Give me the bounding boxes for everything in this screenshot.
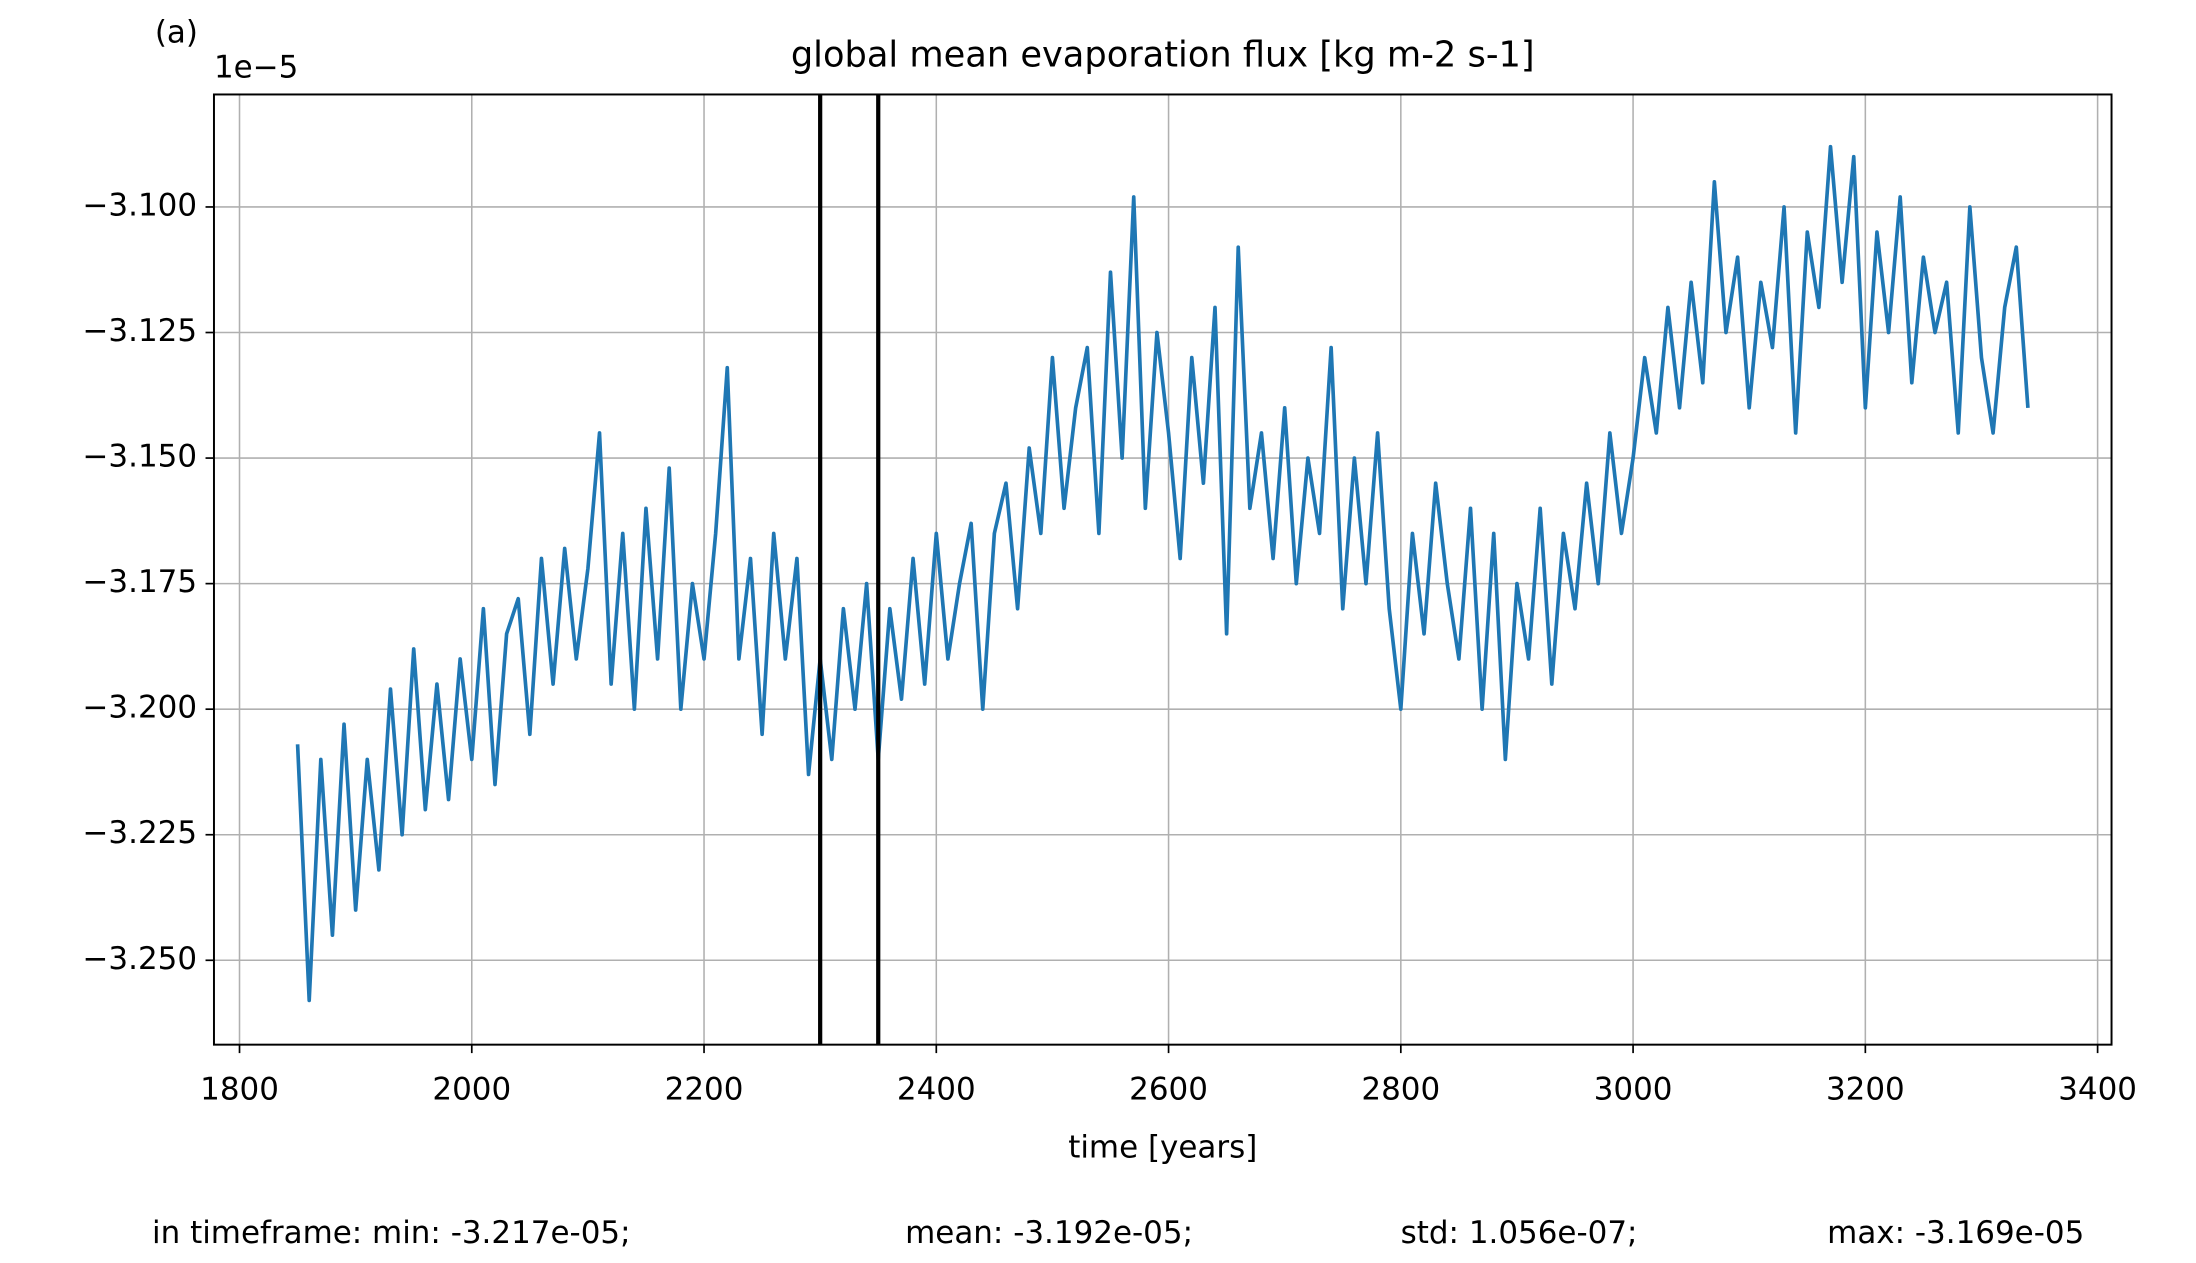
y-offset-label: 1e−5 [214, 50, 298, 86]
x-tick-label: 3200 [1826, 1072, 1905, 1108]
x-tick-label: 1800 [200, 1072, 279, 1108]
x-tick-label: 3400 [2058, 1072, 2137, 1108]
y-tick-label: −3.200 [83, 690, 198, 726]
stats-text: std: 1.056e-07; [1401, 1215, 1638, 1251]
x-tick-label: 2400 [897, 1072, 976, 1108]
x-tick-label: 2200 [665, 1072, 744, 1108]
panel-label: (a) [155, 14, 198, 50]
x-axis-label: time [years] [1068, 1129, 1257, 1165]
y-tick-label: −3.250 [83, 941, 198, 977]
y-tick-label: −3.150 [83, 439, 198, 475]
x-tick-label: 2800 [1361, 1072, 1440, 1108]
data-line [295, 144, 2030, 1003]
y-tick-label: −3.225 [83, 815, 198, 851]
y-tick-label: −3.125 [83, 313, 198, 349]
chart-title: global mean evaporation flux [kg m-2 s-1… [791, 34, 1535, 75]
stats-text: in timeframe: min: -3.217e-05; [152, 1215, 631, 1251]
x-tick-label: 3000 [1594, 1072, 1673, 1108]
y-tick-label: −3.100 [83, 187, 198, 223]
y-tick-label: −3.175 [83, 564, 198, 600]
stats-text: mean: -3.192e-05; [905, 1215, 1193, 1251]
axes-frame [212, 93, 2113, 1046]
x-tick-label: 2000 [432, 1072, 511, 1108]
stats-text: max: -3.169e-05 [1827, 1215, 2084, 1251]
x-tick-label: 2600 [1129, 1072, 1208, 1108]
